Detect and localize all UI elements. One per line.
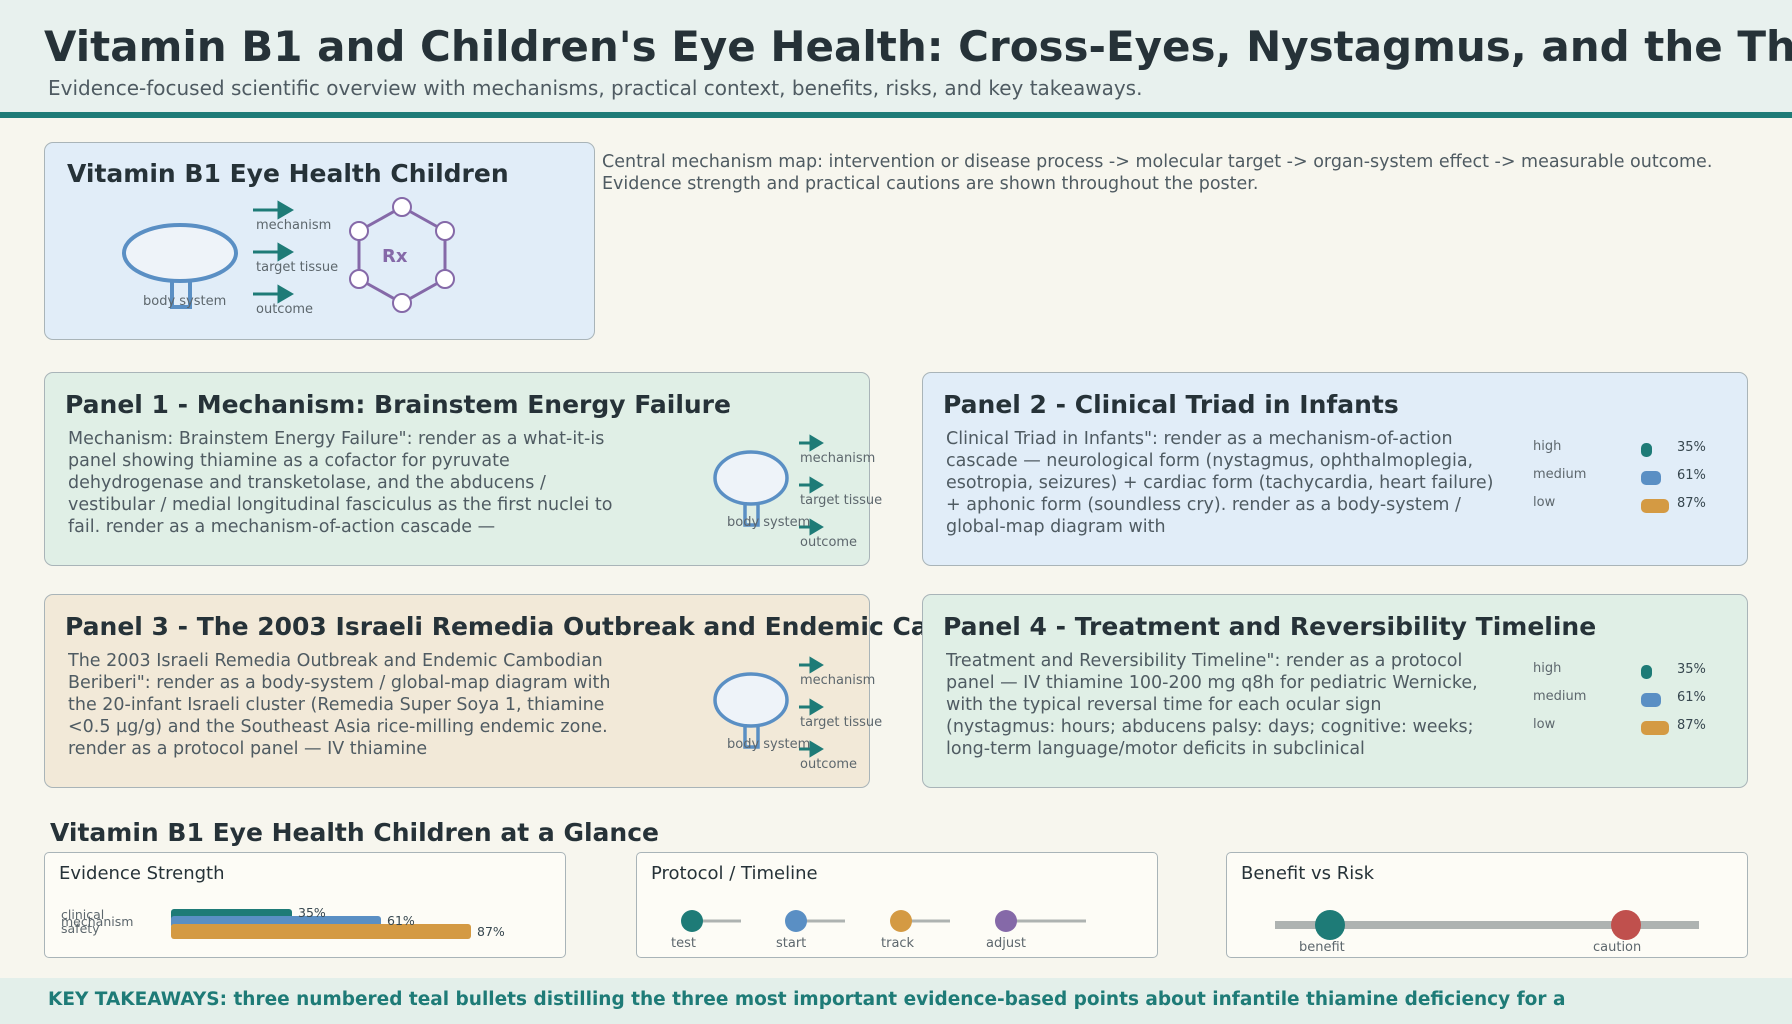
evidence-strength-heading: Evidence Strength xyxy=(59,863,225,884)
arrow-label-outcome: outcome xyxy=(800,535,858,550)
timeline-graphic xyxy=(681,910,1086,932)
level-label: high xyxy=(1533,439,1562,454)
organ-label: body system xyxy=(727,737,811,752)
level-label: high xyxy=(1533,661,1562,676)
evidence-percent: 61% xyxy=(387,913,415,928)
level-label: low xyxy=(1533,495,1556,510)
page-subtitle: Evidence-focused scientific overview wit… xyxy=(48,76,1143,100)
timeline-step-adjust-dot xyxy=(995,910,1017,932)
level-percent: 87% xyxy=(1677,718,1706,733)
level-bar-low xyxy=(1641,499,1669,513)
arrow-label-outcome: outcome xyxy=(256,302,314,317)
timeline-step-track-dot xyxy=(890,910,912,932)
key-takeaways-text: KEY TAKEAWAYS: three numbered teal bulle… xyxy=(48,989,1566,1010)
level-bar-high xyxy=(1641,443,1652,457)
panel-3: Panel 3 - The 2003 Israeli Remedia Outbr… xyxy=(44,594,928,788)
arrow-label-mechanism: mechanism xyxy=(800,451,876,466)
benefit-label: benefit xyxy=(1299,940,1345,955)
level-bar-high xyxy=(1641,665,1652,679)
level-percent: 35% xyxy=(1677,662,1706,677)
benefit-risk-scale xyxy=(1275,910,1699,940)
molecule-label: Rx xyxy=(382,246,408,267)
timeline-step-start-dot xyxy=(785,910,807,932)
timeline-step-test-dot xyxy=(681,910,703,932)
level-percent: 35% xyxy=(1677,440,1706,455)
panel-1: Panel 1 - Mechanism: Brainstem Energy Fa… xyxy=(44,372,882,566)
panel-3-title: Panel 3 - The 2003 Israeli Remedia Outbr… xyxy=(65,612,928,641)
protocol-timeline-heading: Protocol / Timeline xyxy=(651,863,818,884)
timeline-step-label: adjust xyxy=(986,936,1026,951)
intro-description: Central mechanism map: intervention or d… xyxy=(602,152,1713,194)
arrow-label-outcome: outcome xyxy=(800,757,858,772)
panel-3-mechanism-icon xyxy=(713,656,824,758)
level-percent: 61% xyxy=(1677,690,1706,705)
level-label: medium xyxy=(1533,467,1587,482)
level-percent: 61% xyxy=(1677,468,1706,483)
timeline-step-label: test xyxy=(671,936,696,951)
key-takeaways-bar: KEY TAKEAWAYS: three numbered teal bulle… xyxy=(0,978,1792,1024)
level-percent: 87% xyxy=(1677,496,1706,511)
caution-label: caution xyxy=(1593,940,1642,955)
arrow-label-target: target tissue xyxy=(800,715,883,730)
level-label: medium xyxy=(1533,689,1587,704)
panel-2-title: Panel 2 - Clinical Triad in Infants xyxy=(943,390,1399,419)
panel-3-body: The 2003 Israeli Remedia Outbreak and En… xyxy=(68,651,611,759)
organ-label: body system xyxy=(143,294,227,309)
evidence-percent: 87% xyxy=(477,924,505,939)
intro-card: Vitamin B1 Eye Health Children body syst… xyxy=(44,142,595,340)
evidence-label: safety xyxy=(61,921,100,936)
evidence-label: mechanism xyxy=(61,914,134,929)
arrow-label-target: target tissue xyxy=(800,493,883,508)
panel-1-body: Mechanism: Brainstem Energy Failure": re… xyxy=(68,429,613,537)
caution-marker xyxy=(1611,910,1641,940)
evidence-bar-safety xyxy=(171,924,471,939)
timeline-step-label: track xyxy=(881,936,915,951)
evidence-label: clinical xyxy=(61,907,105,922)
panel-2: Panel 2 - Clinical Triad in Infants Clin… xyxy=(922,372,1748,566)
level-bar-low xyxy=(1641,721,1669,735)
panel-2-body: Clinical Triad in Infants": render as a … xyxy=(946,429,1494,537)
glance-title: Vitamin B1 Eye Health Children at a Glan… xyxy=(50,818,659,847)
organ-label: body system xyxy=(727,515,811,530)
panel-4: Panel 4 - Treatment and Reversibility Ti… xyxy=(922,594,1748,788)
header-divider xyxy=(0,112,1792,118)
protocol-timeline-card: Protocol / Timeline test start track adj… xyxy=(636,852,1158,958)
benefit-risk-card: Benefit vs Risk benefit caution xyxy=(1226,852,1748,958)
level-bar-medium xyxy=(1641,471,1661,485)
level-label: low xyxy=(1533,717,1556,732)
panel-4-body: Treatment and Reversibility Timeline": r… xyxy=(946,651,1478,759)
panel-1-mechanism-icon xyxy=(713,434,824,536)
intro-card-title: Vitamin B1 Eye Health Children xyxy=(67,159,509,188)
benefit-marker xyxy=(1315,910,1345,940)
evidence-percent: 35% xyxy=(298,905,326,920)
arrow-label-mechanism: mechanism xyxy=(256,218,332,233)
header-band: Vitamin B1 and Children's Eye Health: Cr… xyxy=(0,0,1792,112)
panel-4-title: Panel 4 - Treatment and Reversibility Ti… xyxy=(943,612,1597,641)
evidence-strength-card: Evidence Strength clinical mechanism saf… xyxy=(44,852,566,958)
panel-1-title: Panel 1 - Mechanism: Brainstem Energy Fa… xyxy=(65,390,731,419)
benefit-risk-heading: Benefit vs Risk xyxy=(1241,863,1375,884)
arrow-label-mechanism: mechanism xyxy=(800,673,876,688)
page-title: Vitamin B1 and Children's Eye Health: Cr… xyxy=(44,22,1792,71)
arrow-label-target: target tissue xyxy=(256,260,339,275)
timeline-step-label: start xyxy=(776,936,807,951)
mechanism-map-icon xyxy=(122,197,455,313)
level-bar-medium xyxy=(1641,693,1661,707)
